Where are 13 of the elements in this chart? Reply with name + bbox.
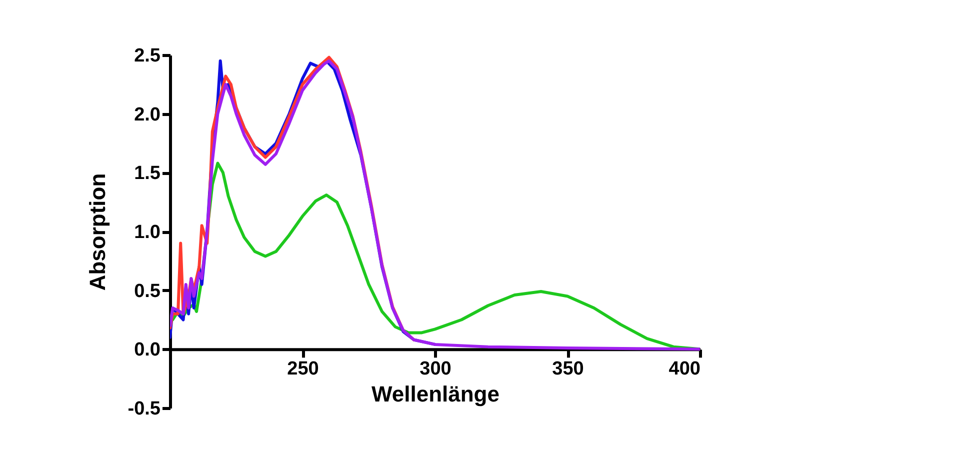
y-tick-label: 0.0 [134,340,160,361]
y-tick-label: 0.5 [134,280,161,302]
y-tick-label: 1.5 [134,163,161,184]
x-axis-title: Wellenlänge [372,382,500,407]
x-tick-label: 400 [668,358,700,380]
y-axis-title: Absorption [84,173,110,291]
y-tick-label: -0.5 [128,398,161,420]
x-tick-label: 350 [552,358,584,380]
x-tick-label: 250 [287,358,319,380]
y-tick-label: 2.0 [134,104,160,126]
x-tick-label: 300 [420,358,452,380]
y-tick-label: 1.0 [134,222,160,243]
y-tick-label: 2.5 [134,46,161,66]
